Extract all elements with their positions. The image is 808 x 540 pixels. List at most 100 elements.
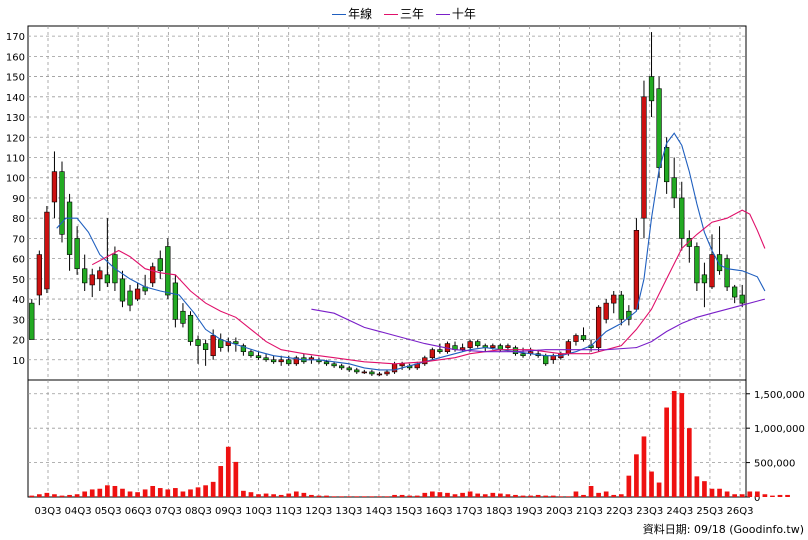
candle-body — [44, 211, 50, 290]
volume-bar — [445, 492, 450, 497]
candle-body — [663, 147, 670, 183]
candle-body — [543, 355, 549, 365]
volume-bar — [467, 491, 473, 497]
y-tick-label: 160 — [6, 52, 25, 63]
candle-body — [369, 371, 375, 375]
candle-body — [286, 359, 292, 365]
volume-bar — [505, 494, 511, 497]
y-tick-label: 60 — [12, 255, 25, 266]
volume-bar — [664, 407, 669, 497]
legend-label-ten-year: 十年 — [451, 7, 476, 21]
y-tick-label: 20 — [12, 336, 25, 347]
x-tick-label: 13Q3 — [335, 506, 362, 517]
candle-body — [603, 302, 609, 320]
volume-bar — [135, 492, 140, 497]
y-tick-label: 90 — [12, 194, 25, 205]
x-tick-label: 17Q3 — [456, 506, 483, 517]
candle-body — [376, 373, 383, 376]
volume-bar — [36, 494, 42, 497]
volume-bar — [634, 454, 639, 497]
volume-bar — [709, 488, 715, 497]
candle-body — [104, 274, 111, 284]
candle-body — [384, 371, 390, 375]
volume-bar — [573, 491, 579, 497]
volume-bar — [686, 428, 692, 497]
candle-body — [66, 201, 73, 255]
candle-body — [233, 341, 239, 344]
volume-bar — [649, 471, 654, 497]
volume-bar — [339, 496, 344, 497]
candle-body — [565, 341, 572, 355]
candle-body — [656, 88, 662, 168]
x-tick-label: 05Q3 — [95, 506, 122, 517]
volume-bar — [309, 494, 314, 497]
candle-body — [633, 230, 640, 310]
candle-body — [391, 363, 398, 373]
volume-bar — [739, 494, 745, 497]
ma-line-ten-year — [311, 298, 766, 353]
candle-body — [724, 258, 730, 288]
volume-bar — [414, 495, 420, 497]
candle-body — [505, 345, 511, 348]
ma-line-three-year — [91, 209, 766, 365]
candle-body — [595, 306, 602, 348]
x-tick-label: 11Q3 — [275, 506, 302, 517]
y-tick-label: 80 — [12, 214, 25, 225]
candle-body — [180, 310, 186, 324]
volume-bar — [702, 481, 707, 497]
volume-bar — [59, 495, 65, 497]
volume-bar — [490, 492, 496, 497]
x-tick-label: 24Q3 — [666, 506, 693, 517]
candle-body — [694, 246, 700, 284]
volume-bar — [278, 494, 284, 497]
candle-body — [475, 341, 481, 346]
volume-bar — [422, 492, 428, 497]
volume-bar — [188, 489, 193, 497]
candle-body — [671, 177, 677, 199]
candle-body — [459, 347, 466, 350]
volume-tick-label: 0 — [754, 493, 760, 504]
candle-body — [709, 254, 715, 288]
source-caption: 資料日期: 09/18 (Goodinfo.tw) — [642, 523, 804, 536]
candle-body — [165, 246, 171, 296]
y-tick-label: 150 — [6, 73, 25, 84]
volume-bar — [754, 491, 760, 497]
volume-bar — [407, 495, 413, 497]
legend-swatch-three-year — [383, 14, 398, 15]
volume-bar — [324, 495, 329, 497]
volume-bar — [747, 491, 753, 497]
candle-body — [278, 359, 284, 363]
volume-bar — [671, 391, 677, 497]
volume-bar — [241, 490, 246, 497]
candle-body — [270, 359, 277, 363]
candle-body — [59, 171, 65, 235]
volume-bar — [770, 495, 775, 497]
candle-body — [701, 274, 708, 284]
y-tick-label: 110 — [6, 153, 25, 164]
volume-bar — [588, 485, 594, 497]
volume-bar — [346, 496, 352, 497]
volume-bar — [482, 494, 488, 497]
volume-bar — [89, 489, 95, 497]
candle-body — [172, 282, 179, 320]
x-tick-label: 09Q3 — [215, 506, 242, 517]
candle-body — [679, 197, 685, 239]
y-tick-label: 10 — [12, 356, 25, 367]
volume-bar — [611, 494, 617, 497]
candle-body — [422, 357, 428, 365]
volume-bar — [173, 488, 178, 497]
candle-body — [339, 365, 345, 369]
x-tick-label: 25Q3 — [696, 506, 723, 517]
legend-swatch-yearly — [332, 14, 347, 15]
candle-body — [641, 96, 647, 219]
volume-bar — [127, 491, 133, 497]
candle-body — [187, 314, 194, 342]
volume-bar — [641, 436, 647, 497]
x-tick-label: 21Q3 — [576, 506, 603, 517]
volume-bar — [399, 494, 405, 497]
candle-body — [686, 238, 692, 247]
candle-body — [119, 278, 126, 302]
volume-bar — [558, 496, 564, 497]
